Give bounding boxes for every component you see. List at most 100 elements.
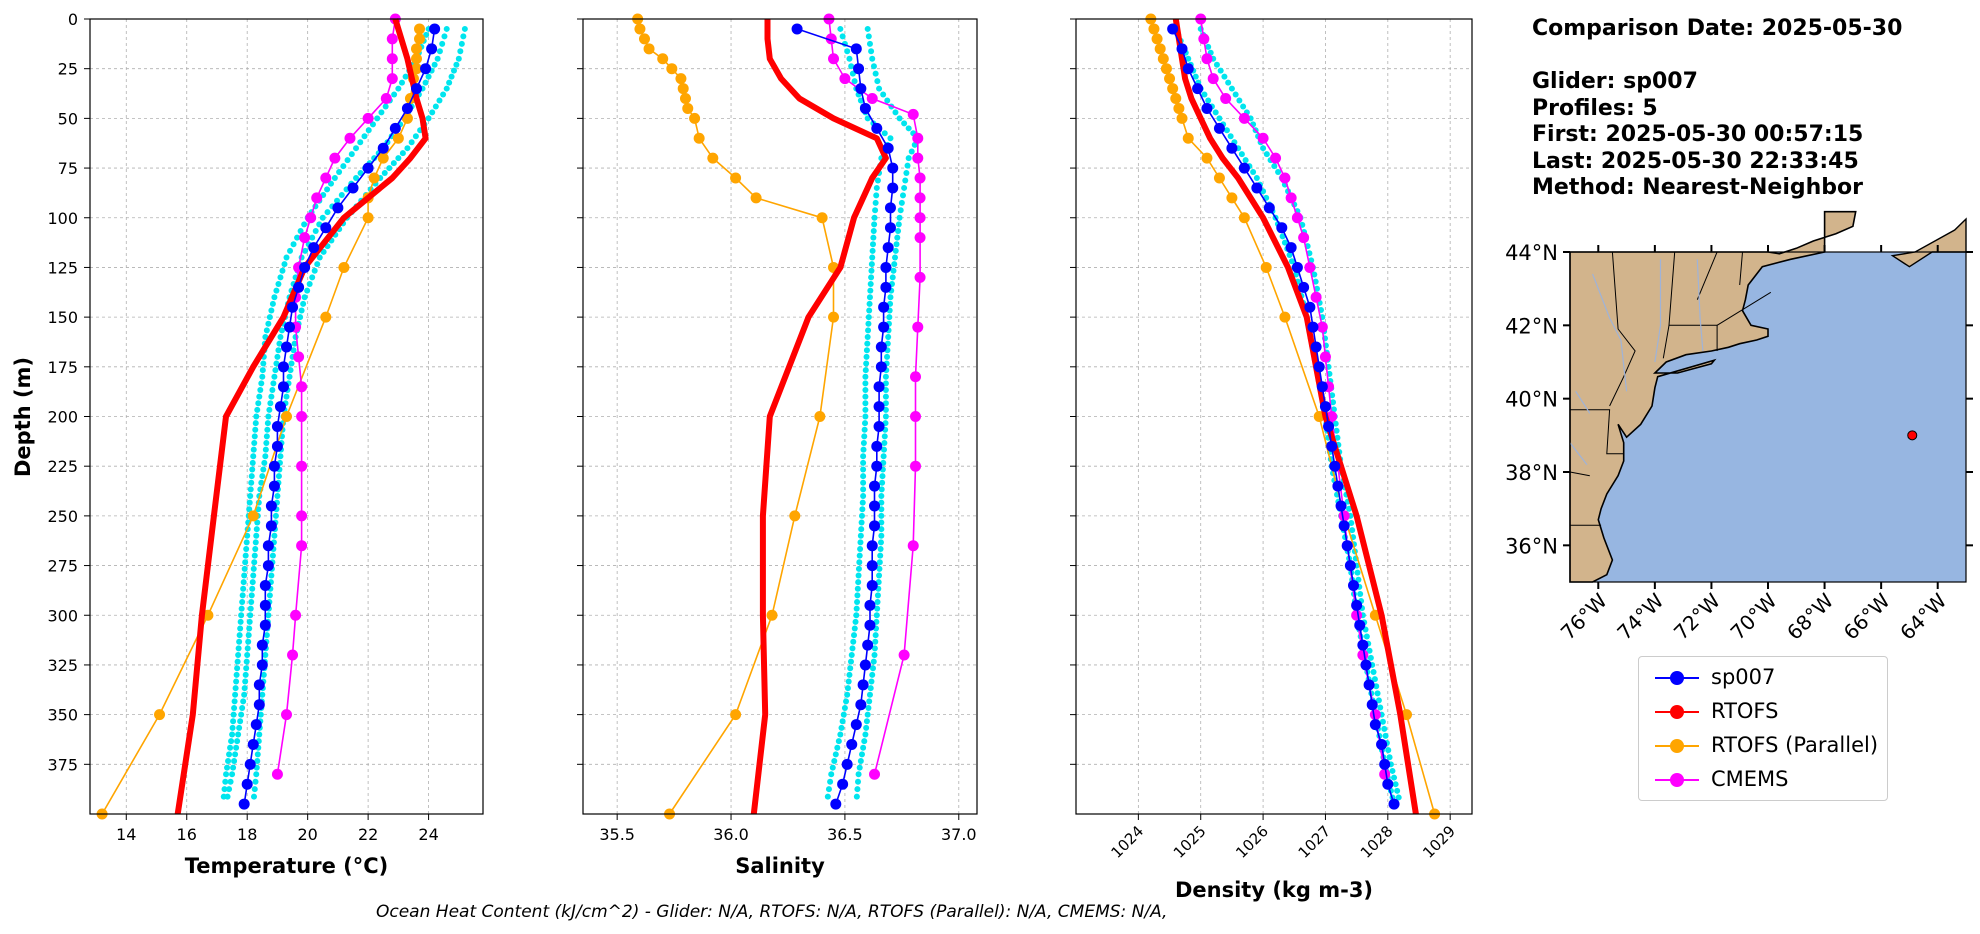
salinity-glider-profile-1-point <box>872 632 879 639</box>
temperature-glider-profile-3-point <box>225 758 232 764</box>
temperature-glider-profile-3-point <box>247 486 254 493</box>
salinity-glider-profile-1-point <box>881 440 888 446</box>
temperature-glider-profile-1-point <box>309 274 316 281</box>
salinity-glider-profile-1-point <box>867 685 874 692</box>
salinity-glider-profile-2-point <box>866 307 873 314</box>
temperature-glider-profile-3-point <box>251 440 258 446</box>
density-glider-profile-1-point <box>1386 754 1393 761</box>
info-method: Method: Nearest-Neighbor <box>1532 175 1863 200</box>
ocean-heat-content-caption: Ocean Heat Content (kJ/cm^2) - Glider: N… <box>376 902 1168 922</box>
temperature-glider-profile-3-point <box>340 163 347 170</box>
map-lon-label: 74°W <box>1612 588 1668 644</box>
temperature-glider-profile-2-point <box>338 192 345 199</box>
salinity-glider-profile-1-point <box>897 207 904 214</box>
salinity-glider-profile-1-point <box>862 731 869 738</box>
salinity-glider-profile-1-point <box>879 479 886 486</box>
temperature-glider-profile-3-point <box>255 400 262 407</box>
salinity-rtofs-parallel-point <box>750 192 762 204</box>
density-cmems-point <box>1316 321 1328 333</box>
salinity-rtofs-parallel-point <box>666 63 678 75</box>
temperature-glider-profile-2-point <box>254 519 261 526</box>
temperature-glider-profile-2-point <box>242 671 249 678</box>
density-glider-profile-2-point <box>1286 252 1293 259</box>
salinity-glider-profile-1-point <box>874 599 881 605</box>
temperature-glider-profile-2-point <box>269 387 276 393</box>
temperature-glider-profile-3-point <box>223 771 230 778</box>
salinity-glider-profile-1-point <box>877 552 884 559</box>
density-glider-profile-2-point <box>1238 151 1245 158</box>
salinity-glider-profile-2-point <box>870 234 877 241</box>
density-glider-profile-2-point <box>1212 109 1219 116</box>
temperature-sp007-point <box>347 182 359 194</box>
temperature-glider-profile-1-point <box>448 73 455 80</box>
density-glider-profile-2-point <box>1293 271 1300 278</box>
temperature-glider-profile-1-point <box>254 751 261 758</box>
map-lon-label: 66°W <box>1839 588 1895 644</box>
legend-item-cmems: CMEMS <box>1649 765 1885 795</box>
temperature-glider-profile-1-point <box>251 786 258 793</box>
temperature-glider-profile-1-point <box>450 67 457 74</box>
temperature-glider-profile-2-point <box>229 771 236 778</box>
temperature-glider-profile-3-point <box>246 506 253 513</box>
temperature-glider-profile-3-point <box>257 387 264 393</box>
temperature-glider-profile-3-point <box>242 559 249 566</box>
salinity-glider-profile-2-point <box>831 758 838 764</box>
salinity-sp007-point <box>855 699 867 711</box>
salinity-glider-profile-1-point <box>880 91 887 98</box>
salinity-cmems-point <box>839 73 851 85</box>
temperature-glider-profile-1-point <box>432 103 439 110</box>
density-sp007-point <box>1344 560 1356 572</box>
temperature-glider-profile-2-point <box>253 532 260 539</box>
salinity-xlabel: Salinity <box>735 854 825 878</box>
salinity-glider-profile-2-point <box>869 254 876 261</box>
salinity-glider-profile-1-point <box>878 499 885 506</box>
temperature-rtofs-parallel-point <box>392 132 404 144</box>
salinity-glider-profile-2-point <box>874 177 881 184</box>
density-glider-profile-1-point <box>1379 718 1386 725</box>
temperature-glider-profile-1-point <box>272 512 279 519</box>
map-river <box>1654 259 1662 363</box>
salinity-glider-profile-1-point <box>871 645 878 652</box>
temperature-ytick-label: 300 <box>47 606 78 625</box>
salinity-glider-profile-2-point <box>828 771 835 778</box>
info-profiles: Profiles: 5 <box>1532 96 1658 121</box>
density-xtick-label: 1027 <box>1295 822 1335 862</box>
temperature-ytick-label: 375 <box>47 755 78 774</box>
temperature-cmems-point <box>386 53 398 65</box>
temperature-glider-profile-2-point <box>302 247 309 254</box>
density-glider-profile-1-point <box>1349 527 1356 534</box>
density-glider-profile-1-point <box>1213 61 1220 68</box>
temperature-sp007-point <box>429 23 441 35</box>
salinity-glider-profile-2-point <box>865 327 872 334</box>
temperature-rtofs-parallel-point <box>338 261 350 273</box>
temperature-cmems-point <box>329 152 341 164</box>
temperature-glider-profile-2-point <box>272 367 279 374</box>
density-glider-profile-1-point <box>1363 633 1370 640</box>
temperature-ytick-label: 200 <box>47 408 78 427</box>
salinity-sp007-point <box>864 599 876 611</box>
salinity-rtofs-parallel-point <box>828 311 840 323</box>
temperature-glider-profile-3-point <box>254 406 261 413</box>
density-sp007-point <box>1291 261 1303 273</box>
temperature-glider-profile-2-point <box>230 764 237 771</box>
temperature-glider-profile-2-point <box>249 579 256 586</box>
salinity-glider-profile-2-point <box>856 559 863 566</box>
temperature-rtofs-parallel-point <box>377 152 389 164</box>
density-glider-profile-1-point <box>1394 787 1401 794</box>
salinity-rtofs-parallel-point <box>675 73 687 85</box>
temperature-rtofs-parallel-point <box>414 23 426 35</box>
density-glider-profile-1-point <box>1205 43 1212 50</box>
salinity-rtofs-parallel-point <box>679 93 691 104</box>
temperature-rtofs-line <box>174 18 429 815</box>
salinity-glider-profile-2-point <box>860 493 867 499</box>
density-glider-profile-1-point <box>1377 704 1384 711</box>
salinity-glider-profile-2-point <box>857 546 864 552</box>
density-rtofs-parallel-point <box>1157 53 1169 65</box>
salinity-xtick-label: 37.0 <box>941 825 977 844</box>
salinity-cmems-point <box>914 172 926 184</box>
temperature-glider-profile-3-point <box>290 241 297 248</box>
temperature-glider-profile-3-point <box>239 599 246 605</box>
density-rtofs-parallel-point <box>1182 132 1194 144</box>
temperature-glider-profile-3-point <box>279 267 286 274</box>
density-rtofs-parallel-point <box>1238 212 1250 224</box>
